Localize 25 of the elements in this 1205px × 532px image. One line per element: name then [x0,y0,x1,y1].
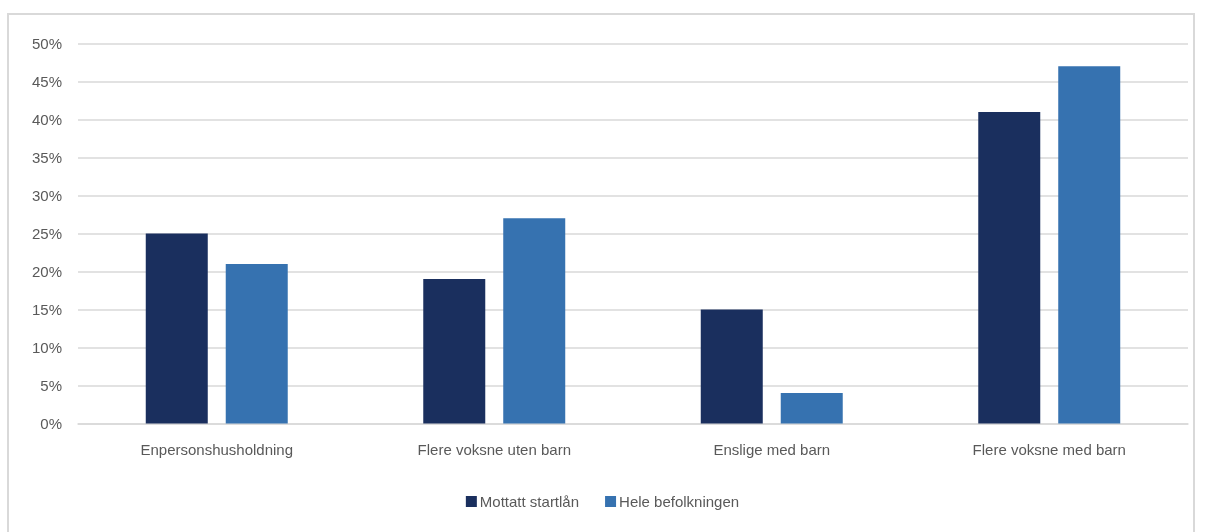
legend-label: Mottatt startlån [479,493,580,510]
x-tick-label: Flere voksne uten barn [417,440,571,458]
x-tick-label: Enpersonshusholdning [140,440,294,458]
bar [503,218,566,424]
y-tick-label: 35% [31,149,62,166]
y-tick-label: 45% [31,73,62,90]
y-tick-label: 20% [31,263,62,280]
bar [225,263,288,424]
x-tick-label: Enslige med barn [713,440,831,458]
y-tick-label: 10% [31,339,62,356]
bar [1058,66,1121,424]
y-tick-label: 25% [31,225,62,242]
bar [700,309,763,424]
y-tick-label: 0% [40,415,62,432]
x-tick-label: Flere voksne med barn [972,440,1126,458]
bar [145,233,208,424]
y-tick-label: 50% [31,35,62,52]
y-tick-label: 15% [31,301,62,318]
bar [780,393,843,424]
bar [423,279,486,424]
legend-label: Hele befolkningen [619,493,740,510]
y-tick-label: 40% [31,111,62,128]
bar [978,111,1041,424]
y-tick-label: 5% [40,377,62,394]
y-tick-label: 30% [31,187,62,204]
